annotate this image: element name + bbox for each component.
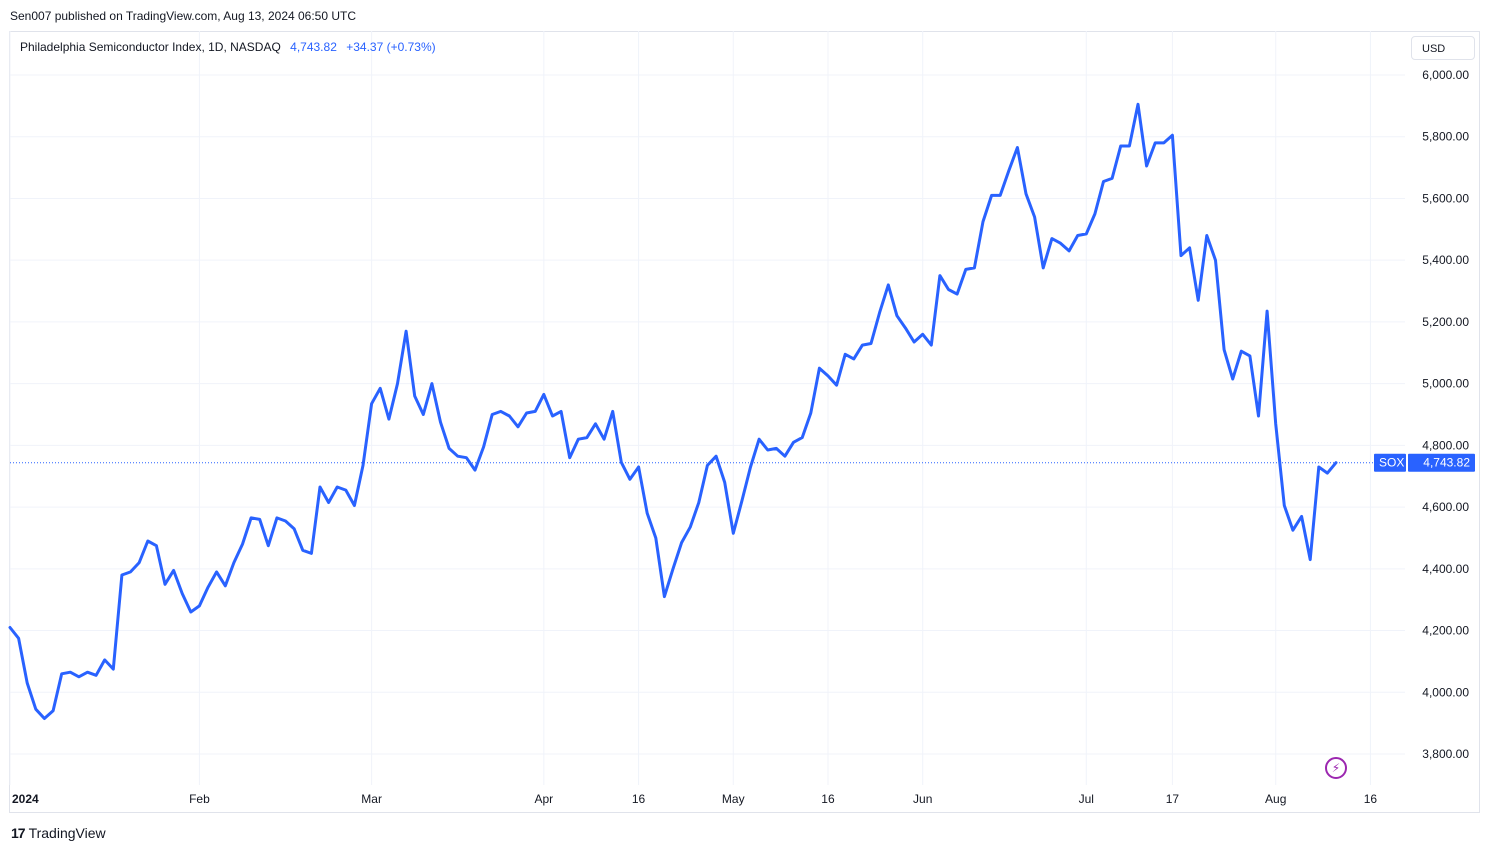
x-tick-label: Jul bbox=[1079, 792, 1094, 806]
x-tick-label: Apr bbox=[535, 792, 554, 806]
publish-credit: Sen007 published on TradingView.com, Aug… bbox=[10, 9, 357, 23]
price-tag-value-bg bbox=[1408, 453, 1475, 472]
y-tick-label: 4,000.00 bbox=[1422, 685, 1469, 699]
y-axis: 6,000.00 5,800.00 5,600.00 5,400.00 5,200.00… bbox=[1422, 68, 1469, 761]
y-tick-label: 4,600.00 bbox=[1422, 500, 1469, 514]
x-tick-label: 16 bbox=[632, 792, 646, 806]
legend-symbol: Philadelphia Semiconductor Index, 1D, NA… bbox=[20, 40, 281, 54]
x-tick-label: 2024 bbox=[12, 792, 39, 806]
price-tag-symbol: SOX bbox=[1379, 456, 1404, 470]
x-axis: 2024 Feb Mar Apr 16 May 16 Jun Jul 17 Aug 16 bbox=[12, 792, 1377, 806]
y-tick-label: 5,000.00 bbox=[1422, 377, 1469, 391]
legend-change: +34.37 (+0.73%) bbox=[346, 40, 436, 54]
x-tick-label: 16 bbox=[1364, 792, 1378, 806]
x-tick-label: Aug bbox=[1265, 792, 1286, 806]
legend-last: 4,743.82 bbox=[290, 40, 337, 54]
y-tick-label: 5,400.00 bbox=[1422, 253, 1469, 267]
grid bbox=[9, 31, 1405, 785]
x-tick-label: 17 bbox=[1166, 792, 1180, 806]
tradingview-logo-icon: 17 bbox=[11, 825, 26, 841]
y-tick-label: 4,400.00 bbox=[1422, 562, 1469, 576]
x-tick-label: May bbox=[722, 792, 745, 806]
y-tick-label: 5,600.00 bbox=[1422, 191, 1469, 205]
price-tag-value: 4,743.82 bbox=[1423, 456, 1470, 470]
price-tag-symbol-bg bbox=[1374, 453, 1406, 472]
y-tick-label: 5,200.00 bbox=[1422, 315, 1469, 329]
x-tick-label: Jun bbox=[913, 792, 932, 806]
lightning-icon[interactable]: ⚡ bbox=[1325, 757, 1347, 779]
footer-brand-name: TradingView bbox=[28, 825, 106, 841]
y-tick-label: 6,000.00 bbox=[1422, 68, 1469, 82]
currency-button[interactable]: USD bbox=[1411, 36, 1475, 60]
footer-brand: 17 TradingView bbox=[11, 825, 106, 841]
y-tick-label: 4,800.00 bbox=[1422, 438, 1469, 452]
x-tick-label: Feb bbox=[189, 792, 210, 806]
x-tick-label: 16 bbox=[821, 792, 835, 806]
y-tick-label: 3,800.00 bbox=[1422, 747, 1469, 761]
x-tick-label: Mar bbox=[361, 792, 382, 806]
chart-legend: Philadelphia Semiconductor Index, 1D, NA… bbox=[20, 40, 436, 54]
price-tag: SOX 4,743.82 bbox=[1374, 453, 1475, 472]
y-tick-label: 4,200.00 bbox=[1422, 624, 1469, 638]
y-tick-label: 5,800.00 bbox=[1422, 130, 1469, 144]
sox-price-line bbox=[8, 102, 1338, 720]
